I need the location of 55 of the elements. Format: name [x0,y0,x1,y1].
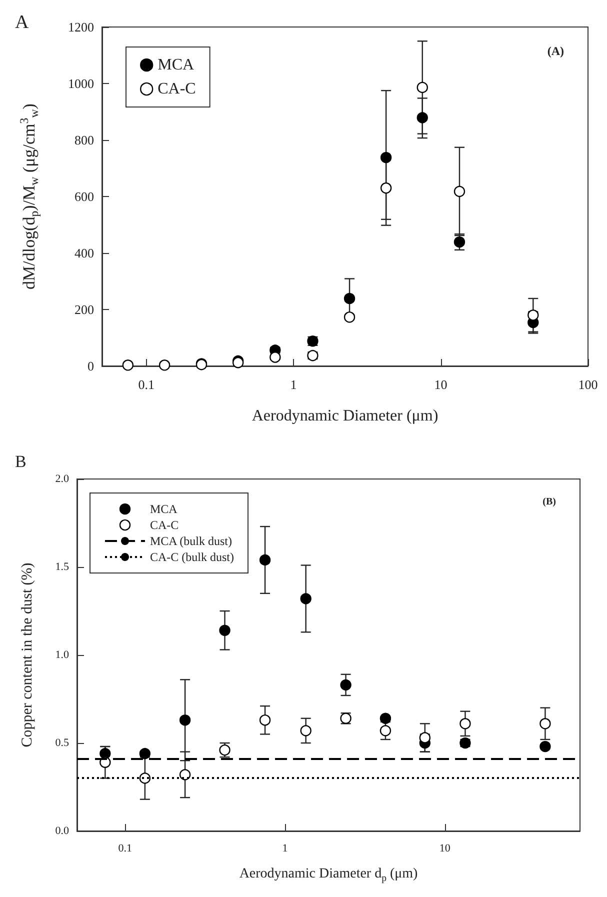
y-tick-label: 1000 [68,76,94,91]
y-tick-label: 400 [74,246,94,260]
point [300,725,312,736]
point [380,712,392,724]
legend-label: MCA [150,502,178,516]
point [179,714,191,726]
y-tick-label: 600 [74,189,94,204]
point [344,292,356,304]
point [259,554,271,566]
y-tick-label: 1.0 [55,649,70,661]
y-tick-label: 0.0 [55,825,70,837]
point [344,312,356,323]
x-tick-label: 10 [434,377,448,392]
x-tick-label: 0.1 [118,842,132,854]
point [139,748,151,760]
y-tick-label: 800 [74,132,94,148]
annotation: (B) [542,496,556,508]
point [270,352,281,363]
y-tick-label: 0 [88,358,94,374]
point [416,112,428,124]
point [460,718,471,730]
point [380,725,392,736]
legend-label: CA-C (bulk dust) [150,550,234,564]
y-axis-title: dM/dlog(dp)/Mw (μg/cm3w) [16,104,41,290]
point [122,360,134,371]
point [340,679,352,691]
legend-label: CA-C [158,80,196,98]
point [380,182,392,194]
legend-label: MCA [158,56,194,74]
point [416,82,428,94]
chart-title: A [15,12,29,33]
point [419,732,431,744]
x-tick-label: 1 [290,377,297,392]
y-tick-label: 1200 [68,20,94,34]
x-tick-label: 100 [578,377,598,392]
x-axis-title: Aerodynamic Diameter (μm) [252,408,438,424]
point [300,593,312,604]
point [179,769,191,780]
point [158,360,170,371]
point [219,624,230,636]
y-tick-label: 200 [74,302,94,317]
x-tick-label: 0.1 [138,377,154,392]
annotation: (A) [547,44,564,58]
y-axis-title: Copper content in the dust (%) [20,562,36,748]
legend-label: CA-C [150,518,179,532]
chart-title: B [15,452,26,471]
point [380,152,392,164]
y-tick-label: 2.0 [55,473,70,485]
y-tick-label: 1.5 [55,561,70,573]
x-tick-label: 10 [439,842,451,854]
x-tick-label: 1 [282,842,288,854]
legend-label: MCA (bulk dust) [150,534,232,548]
point [454,186,466,198]
point [259,714,271,726]
y-tick-label: 0.5 [55,737,70,749]
